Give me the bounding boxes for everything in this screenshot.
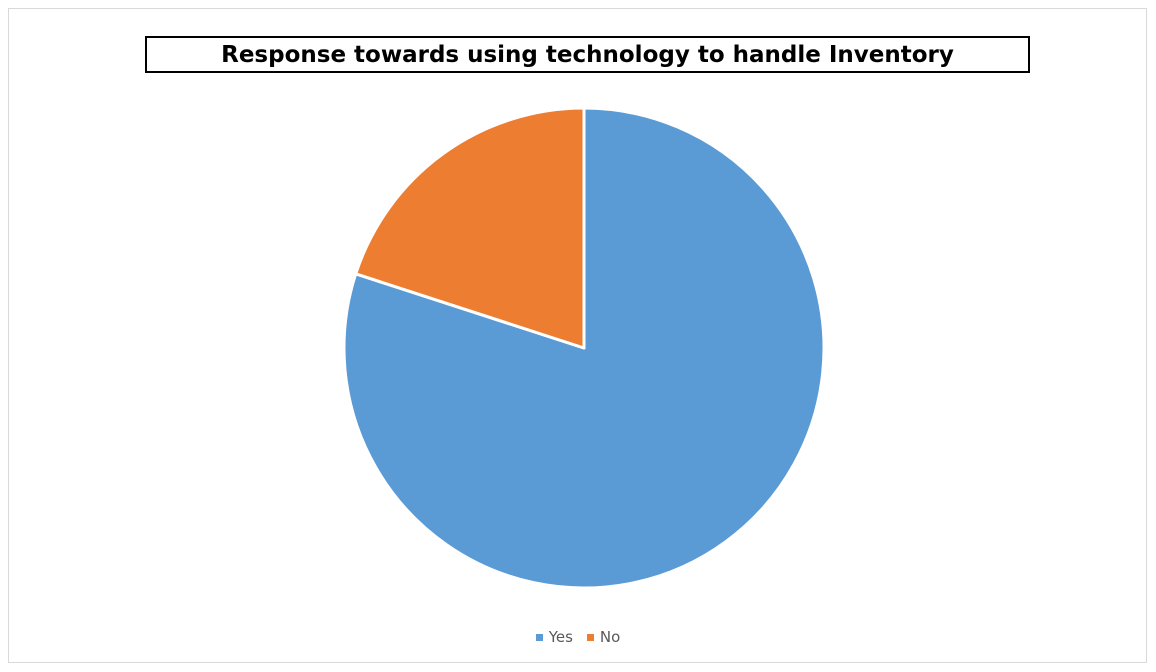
legend: Yes No [0, 628, 1156, 646]
pie-slice-yes [342, 106, 826, 590]
legend-label-yes: Yes [548, 628, 573, 646]
legend-swatch-yes [535, 633, 543, 641]
chart-title: Response towards using technology to han… [145, 36, 1030, 73]
legend-swatch-no [586, 633, 594, 641]
pie-slices [342, 106, 826, 590]
legend-label-no: No [599, 628, 621, 646]
legend-item-yes: Yes [535, 628, 573, 646]
legend-item-no: No [586, 628, 621, 646]
pie-slice-no [354, 106, 586, 350]
